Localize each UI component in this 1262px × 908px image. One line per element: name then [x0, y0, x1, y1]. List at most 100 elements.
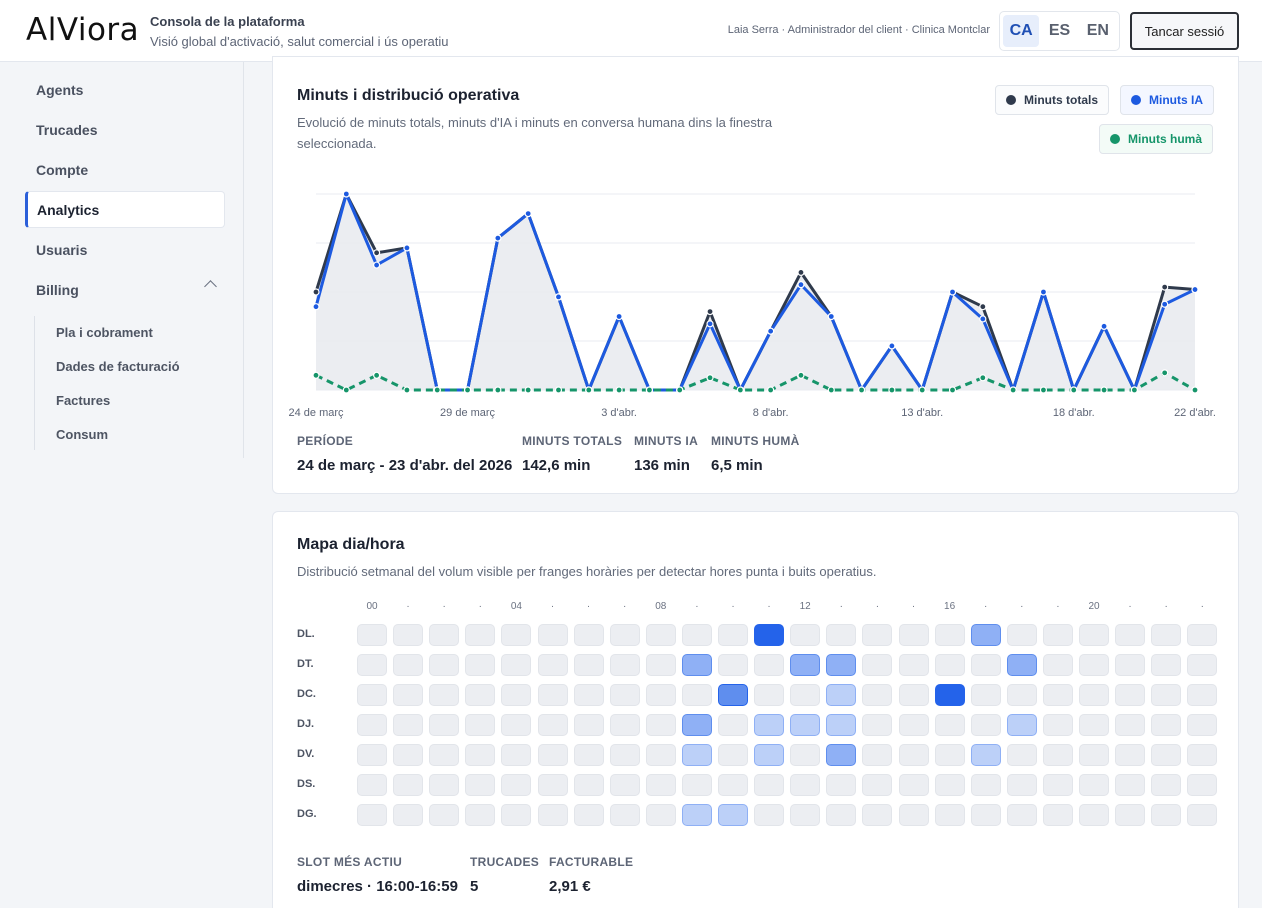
heatmap-cell[interactable] — [681, 744, 712, 766]
heatmap-cell[interactable] — [1042, 624, 1073, 646]
heatmap-cell[interactable] — [718, 624, 748, 646]
heatmap-cell[interactable] — [1151, 774, 1182, 796]
heatmap-cell[interactable] — [754, 684, 785, 706]
heatmap-cell[interactable] — [1187, 654, 1218, 676]
heatmap-cell[interactable] — [1187, 774, 1218, 796]
heatmap-cell[interactable] — [681, 624, 712, 646]
heatmap-cell[interactable] — [429, 684, 460, 706]
heatmap-cell[interactable] — [681, 714, 712, 736]
logout-button[interactable]: Tancar sessió — [1130, 12, 1239, 50]
heatmap-cell[interactable] — [537, 744, 568, 766]
heatmap-cell[interactable] — [970, 624, 1001, 646]
heatmap-cell[interactable] — [357, 684, 387, 706]
heatmap-cell[interactable] — [790, 804, 821, 826]
heatmap-cell[interactable] — [1079, 804, 1109, 826]
heatmap-cell[interactable] — [934, 684, 965, 706]
heatmap-cell[interactable] — [826, 744, 857, 766]
heatmap-cell[interactable] — [826, 684, 857, 706]
heatmap-cell[interactable] — [681, 654, 712, 676]
heatmap-cell[interactable] — [465, 714, 496, 736]
heatmap-cell[interactable] — [1115, 684, 1146, 706]
heatmap-cell[interactable] — [501, 774, 532, 796]
heatmap-cell[interactable] — [1042, 804, 1073, 826]
heatmap-cell[interactable] — [1187, 684, 1218, 706]
heatmap-cell[interactable] — [393, 654, 424, 676]
heatmap-cell[interactable] — [609, 624, 640, 646]
sidebar-item-billing[interactable]: Billing — [25, 271, 225, 308]
heatmap-cell[interactable] — [790, 624, 821, 646]
heatmap-cell[interactable] — [934, 804, 965, 826]
heatmap-cell[interactable] — [1079, 714, 1109, 736]
heatmap-cell[interactable] — [1115, 744, 1146, 766]
heatmap-cell[interactable] — [645, 714, 676, 736]
heatmap-cell[interactable] — [357, 774, 387, 796]
heatmap-cell[interactable] — [681, 774, 712, 796]
heatmap-cell[interactable] — [1115, 714, 1146, 736]
heatmap-cell[interactable] — [862, 624, 893, 646]
heatmap-cell[interactable] — [393, 624, 424, 646]
heatmap-cell[interactable] — [754, 714, 785, 736]
heatmap-cell[interactable] — [718, 804, 748, 826]
heatmap-cell[interactable] — [718, 744, 748, 766]
heatmap-cell[interactable] — [1151, 744, 1182, 766]
heatmap-cell[interactable] — [1151, 804, 1182, 826]
heatmap-cell[interactable] — [465, 624, 496, 646]
lang-en-button[interactable]: EN — [1086, 22, 1109, 39]
heatmap-cell[interactable] — [1187, 624, 1218, 646]
heatmap-cell[interactable] — [1151, 714, 1182, 736]
heatmap-cell[interactable] — [862, 774, 893, 796]
sidebar-item-agents[interactable]: Agents — [36, 81, 84, 98]
heatmap-cell[interactable] — [790, 714, 821, 736]
heatmap-cell[interactable] — [1042, 714, 1073, 736]
heatmap-cell[interactable] — [1151, 654, 1182, 676]
heatmap-cell[interactable] — [826, 624, 857, 646]
heatmap-cell[interactable] — [1151, 684, 1182, 706]
heatmap-cell[interactable] — [501, 744, 532, 766]
heatmap-cell[interactable] — [898, 804, 929, 826]
heatmap-cell[interactable] — [393, 774, 424, 796]
heatmap-cell[interactable] — [1006, 714, 1037, 736]
heatmap-cell[interactable] — [429, 624, 460, 646]
heatmap-cell[interactable] — [1079, 684, 1109, 706]
heatmap-cell[interactable] — [1115, 654, 1146, 676]
sidebar-item-analytics[interactable]: Analytics — [25, 191, 225, 228]
heatmap-cell[interactable] — [1115, 804, 1146, 826]
heatmap-cell[interactable] — [970, 714, 1001, 736]
heatmap-cell[interactable] — [357, 654, 387, 676]
heatmap-cell[interactable] — [573, 804, 604, 826]
heatmap-cell[interactable] — [970, 774, 1001, 796]
heatmap-cell[interactable] — [970, 654, 1001, 676]
heatmap-cell[interactable] — [537, 654, 568, 676]
heatmap-cell[interactable] — [537, 624, 568, 646]
heatmap-cell[interactable] — [429, 804, 460, 826]
heatmap-cell[interactable] — [898, 624, 929, 646]
heatmap-cell[interactable] — [465, 804, 496, 826]
heatmap-cell[interactable] — [1006, 744, 1037, 766]
legend-total-button[interactable]: Minuts totals — [995, 85, 1109, 115]
heatmap-cell[interactable] — [1006, 684, 1037, 706]
heatmap-cell[interactable] — [754, 804, 785, 826]
sidebar-subitem-factures[interactable]: Factures — [56, 393, 111, 408]
heatmap-cell[interactable] — [718, 714, 748, 736]
heatmap-cell[interactable] — [862, 654, 893, 676]
heatmap-cell[interactable] — [465, 744, 496, 766]
heatmap-cell[interactable] — [1006, 804, 1037, 826]
heatmap-cell[interactable] — [357, 744, 387, 766]
heatmap-cell[interactable] — [826, 774, 857, 796]
heatmap-cell[interactable] — [970, 684, 1001, 706]
heatmap-cell[interactable] — [898, 744, 929, 766]
heatmap-cell[interactable] — [393, 714, 424, 736]
heatmap-cell[interactable] — [754, 744, 785, 766]
heatmap-cell[interactable] — [898, 714, 929, 736]
sidebar-item-trucades[interactable]: Trucades — [36, 121, 98, 138]
heatmap-cell[interactable] — [501, 624, 532, 646]
heatmap-cell[interactable] — [862, 714, 893, 736]
heatmap-cell[interactable] — [501, 654, 532, 676]
heatmap-cell[interactable] — [862, 684, 893, 706]
heatmap-cell[interactable] — [537, 774, 568, 796]
heatmap-cell[interactable] — [645, 654, 676, 676]
heatmap-cell[interactable] — [1079, 654, 1109, 676]
heatmap-cell[interactable] — [826, 714, 857, 736]
heatmap-cell[interactable] — [1187, 714, 1218, 736]
heatmap-cell[interactable] — [790, 684, 821, 706]
